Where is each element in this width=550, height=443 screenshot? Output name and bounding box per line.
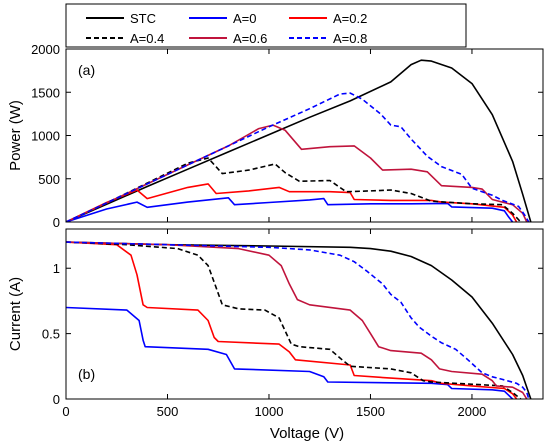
legend-label-4: A=0.6 — [233, 31, 267, 46]
legend-box — [65, 3, 467, 48]
panel-label-0: (a) — [78, 62, 95, 78]
x-tick-label-3: 1500 — [356, 404, 385, 419]
series-line-a-0-4 — [66, 157, 522, 222]
legend-label-5: A=0.8 — [333, 31, 367, 46]
legend: STC A=0 A=0.2 A=0.4 A=0.6 A=0.8 — [65, 3, 467, 48]
x-tick-label-0: 0 — [62, 404, 69, 419]
y-axis-label-1: Current (A) — [7, 277, 24, 351]
y-tick-label-0-4: 2000 — [31, 42, 60, 57]
series-group-0 — [66, 59, 532, 222]
panel-label-1: (b) — [78, 366, 95, 382]
legend-label-3: A=0.4 — [130, 31, 164, 46]
y-tick-label-1-1: 0.5 — [42, 327, 60, 342]
x-axis-label: Voltage (V) — [270, 425, 344, 442]
y-tick-label-0-3: 1500 — [31, 85, 60, 100]
series-line-stc — [66, 241, 532, 399]
power-panel: 0 500 1000 1500 2000 (a) Power (W) — [7, 42, 544, 230]
current-panel: 0 0.5 1 0 500 1000 1500 2000 (b) Current (A) — [7, 228, 544, 419]
y-tick-label-0-2: 1000 — [31, 129, 60, 144]
y-tick-label-1-0: 0 — [53, 392, 60, 407]
legend-label-2: A=0.2 — [333, 11, 367, 26]
axes-box-0 — [65, 48, 544, 223]
series-line-stc — [66, 59, 532, 222]
legend-label-1: A=0 — [233, 11, 257, 26]
axes-box-1 — [65, 228, 544, 400]
legend-label-0: STC — [130, 11, 156, 26]
x-tick-label-4: 2000 — [457, 404, 486, 419]
series-group-1 — [66, 241, 532, 399]
x-tick-label-2: 1000 — [255, 404, 284, 419]
y-tick-label-1-2: 1 — [53, 261, 60, 276]
y-tick-label-0-1: 500 — [38, 172, 60, 187]
series-line-a-0 — [66, 197, 514, 222]
series-line-a-0-2 — [66, 241, 518, 399]
series-line-a-0 — [66, 306, 514, 399]
series-line-a-0-8 — [66, 92, 530, 222]
x-tick-label-1: 500 — [157, 404, 179, 419]
y-axis-label-0: Power (W) — [7, 100, 24, 171]
y-tick-label-0-0: 0 — [53, 215, 60, 230]
series-line-a-0-8 — [66, 241, 530, 399]
series-line-a-0-6 — [66, 241, 528, 399]
